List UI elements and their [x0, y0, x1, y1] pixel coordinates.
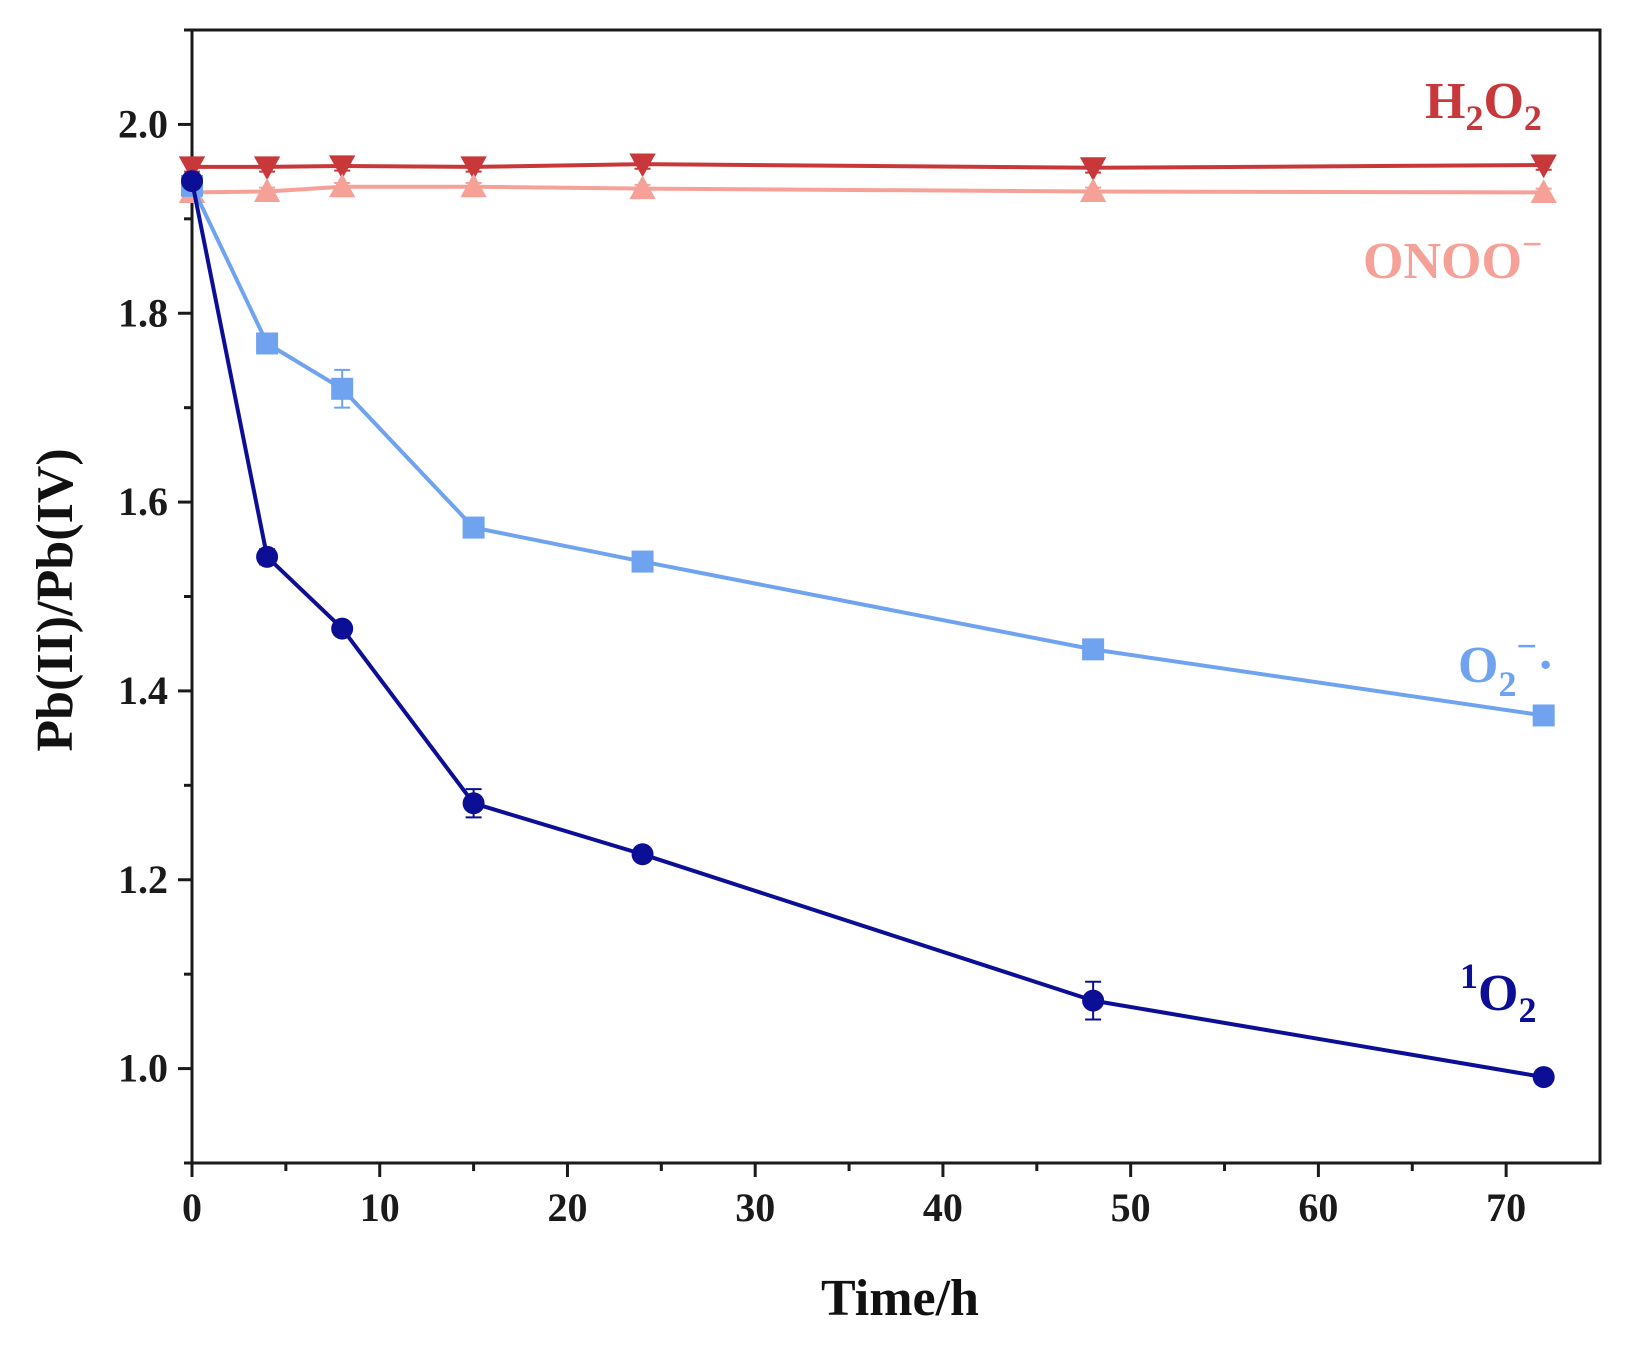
y-tick-label: 1.6 [118, 479, 168, 524]
label-onoo: ONOO− [1363, 224, 1542, 290]
data-point [1082, 989, 1105, 1012]
data-point [462, 792, 485, 815]
label-singlet-main: O [1478, 965, 1518, 1022]
series-2 [181, 174, 1555, 727]
data-point [331, 617, 354, 640]
data-point [178, 156, 206, 181]
label-h2o2-h: H [1425, 73, 1465, 130]
y-tick-label: 1.4 [118, 668, 168, 713]
data-point [256, 545, 279, 568]
data-point [328, 173, 356, 198]
series-line [190, 184, 1544, 718]
x-tick-label: 50 [1111, 1185, 1151, 1230]
series-3 [181, 170, 1555, 1089]
x-tick-label: 40 [923, 1185, 963, 1230]
data-point [1079, 157, 1107, 182]
label-h2o2-sub2: 2 [1524, 98, 1542, 138]
label-superoxide: O2−· [1458, 626, 1554, 704]
y-axis-title: Pb(II)/Pb(IV) [27, 448, 84, 751]
label-superoxide-main: O [1458, 637, 1498, 694]
data-point [462, 516, 485, 539]
label-singlet-sup: 1 [1460, 956, 1478, 996]
data-point [253, 178, 281, 203]
x-tick-label: 60 [1298, 1185, 1338, 1230]
axes-frame [190, 28, 1602, 1165]
series-line [190, 180, 1545, 1080]
data-point [460, 173, 487, 198]
y-tick-label: 1.2 [118, 857, 168, 902]
x-axis-ticks: 0 10 20 30 40 50 60 70 [182, 1163, 1526, 1230]
data-point [631, 550, 654, 573]
y-axis-ticks: 1.0 1.2 1.4 1.6 1.8 2.0 [118, 28, 192, 1165]
x-tick-label: 30 [735, 1185, 775, 1230]
data-point [460, 156, 487, 181]
label-superoxide-sub: 2 [1498, 664, 1516, 704]
data-point [631, 843, 654, 866]
series-1 [178, 173, 1557, 203]
label-onoo-main: ONOO [1363, 233, 1522, 290]
data-point [629, 175, 656, 200]
label-singlet-sub: 2 [1518, 990, 1536, 1030]
data-point [253, 156, 281, 181]
data-point [1079, 178, 1107, 203]
plot-border [190, 28, 1602, 1165]
series-layer [178, 153, 1557, 1089]
x-tick-label: 0 [182, 1185, 202, 1230]
label-h2o2-sub1: 2 [1465, 98, 1483, 138]
series-line [191, 184, 1544, 195]
data-point [1082, 638, 1105, 661]
label-singlet-oxygen: 1O2 [1460, 956, 1536, 1030]
data-point [1532, 1066, 1555, 1089]
label-onoo-sup: − [1522, 224, 1543, 264]
series-line [192, 162, 1544, 170]
label-superoxide-dot: · [1537, 637, 1554, 694]
y-tick-label: 2.0 [118, 101, 168, 146]
label-h2o2-o: O [1483, 73, 1523, 130]
x-tick-label: 10 [360, 1185, 400, 1230]
label-superoxide-sup: − [1516, 626, 1537, 666]
data-point [256, 332, 279, 355]
data-point [181, 170, 203, 193]
label-h2o2: H2O2 [1425, 73, 1542, 138]
data-point [331, 377, 354, 400]
y-tick-label: 1.0 [118, 1046, 168, 1091]
x-axis-title: Time/h [821, 1270, 979, 1327]
series-0 [178, 153, 1557, 182]
y-tick-label: 1.8 [118, 290, 168, 335]
x-tick-label: 70 [1486, 1185, 1526, 1230]
x-tick-label: 20 [547, 1185, 587, 1230]
data-point [1530, 154, 1557, 179]
data-point [328, 155, 356, 180]
data-point [1530, 179, 1557, 203]
data-point [629, 153, 656, 178]
data-point [1532, 704, 1555, 727]
